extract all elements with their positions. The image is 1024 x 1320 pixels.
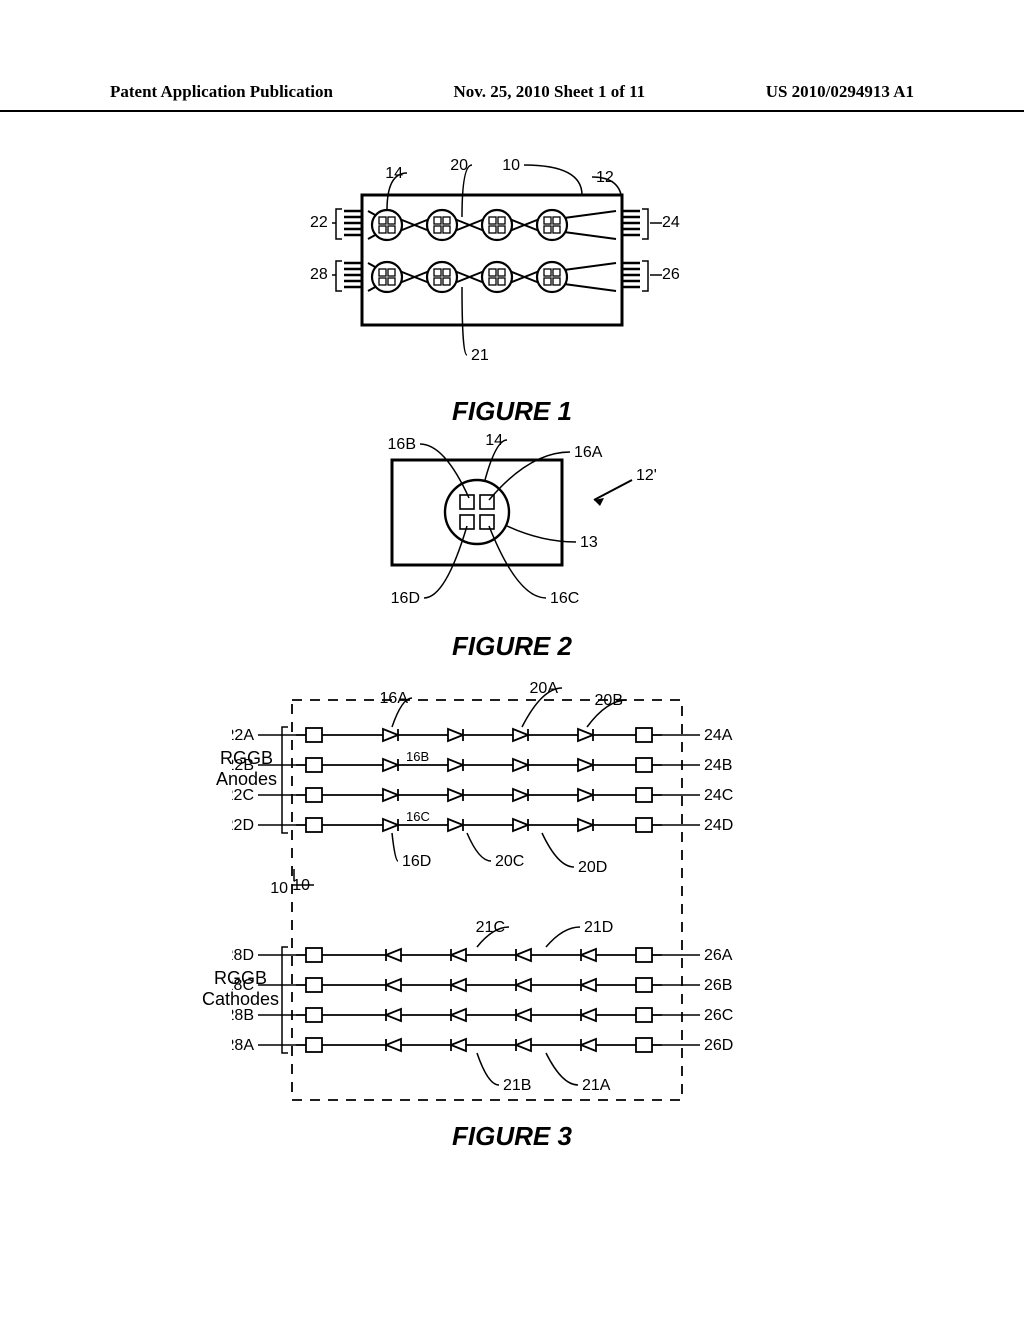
header-center: Nov. 25, 2010 Sheet 1 of 11 [453, 82, 645, 102]
svg-text:22: 22 [310, 214, 328, 231]
svg-text:24D: 24D [704, 817, 733, 834]
svg-text:21A: 21A [582, 1077, 611, 1094]
svg-text:16A: 16A [574, 444, 603, 461]
svg-text:24C: 24C [704, 787, 733, 804]
svg-text:16C: 16C [550, 590, 579, 607]
svg-text:26C: 26C [704, 1007, 733, 1024]
svg-text:21D: 21D [584, 919, 613, 936]
svg-text:22A: 22A [232, 727, 254, 744]
svg-text:20D: 20D [578, 859, 607, 876]
svg-text:14: 14 [385, 165, 403, 182]
svg-text:10: 10 [292, 877, 310, 894]
fig3-caption: FIGURE 3 [232, 1121, 792, 1152]
svg-text:24A: 24A [704, 727, 733, 744]
svg-text:20C: 20C [495, 853, 524, 870]
svg-text:10: 10 [270, 880, 288, 897]
svg-text:21C: 21C [476, 919, 505, 936]
header-right: US 2010/0294913 A1 [766, 82, 914, 102]
svg-text:13: 13 [580, 534, 598, 551]
svg-text:16B: 16B [388, 436, 416, 453]
svg-text:26B: 26B [704, 977, 732, 994]
fig3-cathodes-label: RGGB Cathodes [202, 968, 279, 1010]
svg-text:20: 20 [450, 157, 468, 174]
svg-text:16D: 16D [391, 590, 420, 607]
svg-text:16A: 16A [380, 690, 409, 707]
svg-text:24B: 24B [704, 757, 732, 774]
svg-text:24: 24 [662, 214, 680, 231]
svg-text:28D: 28D [232, 947, 254, 964]
fig1-svg: 14 20 10 12 22 28 24 26 21 [292, 155, 732, 385]
fig3-anodes-label: RGGB Anodes [216, 748, 277, 790]
svg-text:14: 14 [485, 432, 503, 449]
svg-text:16C: 16C [406, 809, 430, 824]
svg-text:21: 21 [471, 347, 489, 364]
svg-text:16D: 16D [402, 853, 431, 870]
svg-text:22D: 22D [232, 817, 254, 834]
svg-text:16B: 16B [406, 749, 429, 764]
figure-1: 14 20 10 12 22 28 24 26 21 FIGURE 1 [292, 155, 732, 427]
figure-2: 16B 14 16A 12' 13 16D 16C FIGURE 2 [332, 430, 692, 662]
fig3-svg: 22A22B22C22D24A24B24C24D28D28C28B28A26A2… [232, 680, 792, 1110]
svg-text:28A: 28A [232, 1037, 254, 1054]
svg-text:10: 10 [502, 157, 520, 174]
svg-text:12: 12 [596, 169, 614, 186]
svg-text:26D: 26D [704, 1037, 733, 1054]
header-left: Patent Application Publication [110, 82, 333, 102]
svg-text:26A: 26A [704, 947, 733, 964]
svg-text:21B: 21B [503, 1077, 531, 1094]
svg-text:20A: 20A [530, 680, 559, 697]
svg-text:20B: 20B [595, 692, 623, 709]
fig2-caption: FIGURE 2 [332, 631, 692, 662]
svg-text:26: 26 [662, 266, 680, 283]
figure-3: RGGB Anodes RGGB Cathodes 22A22B22C22D24… [232, 680, 792, 1152]
fig1-caption: FIGURE 1 [292, 396, 732, 427]
page-header: Patent Application Publication Nov. 25, … [0, 82, 1024, 112]
fig2-svg: 16B 14 16A 12' 13 16D 16C [332, 430, 692, 620]
svg-text:12': 12' [636, 467, 657, 484]
svg-text:28: 28 [310, 266, 328, 283]
